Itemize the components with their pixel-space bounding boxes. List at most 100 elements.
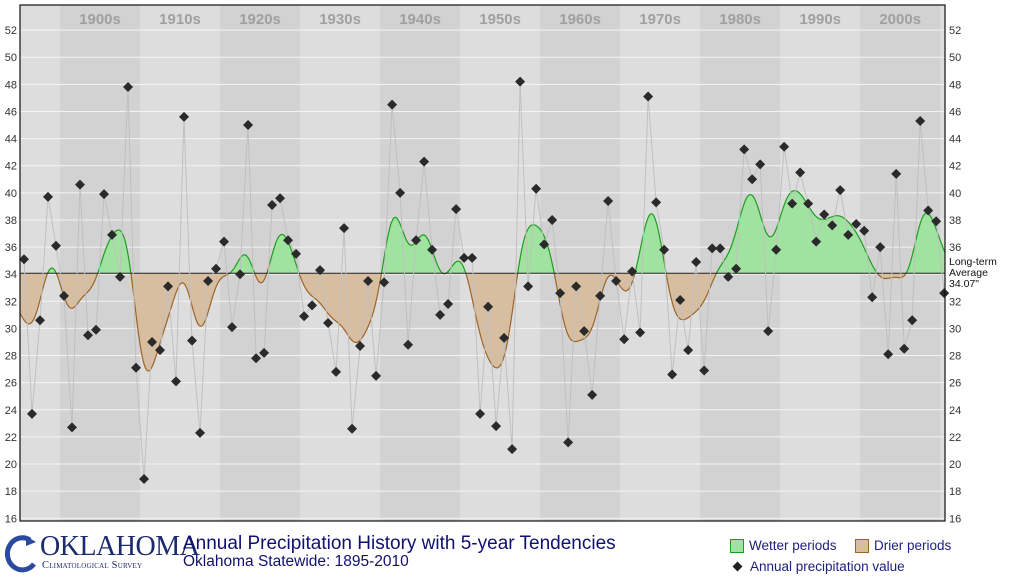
data-point-1911: [147, 336, 158, 347]
data-point-1929: [291, 248, 302, 259]
y-tick-label-right: 32: [949, 296, 961, 308]
data-point-1944: [411, 235, 422, 246]
data-point-1913: [163, 281, 174, 292]
data-point-1947: [435, 309, 446, 320]
data-point-1930: [299, 311, 310, 322]
data-point-1942: [395, 187, 406, 198]
data-point-1946: [427, 244, 438, 255]
data-point-1983: [723, 271, 734, 282]
data-point-1996: [827, 220, 838, 231]
data-point-1936: [347, 423, 358, 434]
average-label: Long-term: [949, 256, 997, 268]
data-point-1924: [251, 353, 262, 364]
data-point-1905: [99, 189, 110, 200]
y-tick-label-left: 18: [5, 486, 17, 498]
y-tick-label-left: 32: [5, 296, 17, 308]
data-point-1975: [659, 244, 670, 255]
data-point-1987: [755, 159, 766, 170]
y-tick-label-left: 28: [5, 351, 17, 363]
data-point-1960: [539, 239, 550, 250]
data-point-1940: [379, 277, 390, 288]
y-tick-label-left: 16: [5, 513, 17, 525]
data-point-1971: [627, 266, 638, 277]
y-tick-label-left: 34: [5, 269, 17, 281]
data-point-2007: [915, 115, 926, 126]
data-point-1973: [643, 91, 654, 102]
data-point-1997: [835, 185, 846, 196]
data-point-1900: [59, 290, 70, 301]
data-point-1917: [195, 427, 206, 438]
data-point-1968: [603, 195, 614, 206]
data-point-1918: [203, 275, 214, 286]
data-point-1961: [547, 214, 558, 225]
precipitation-chart: 1900s 1910s 1920s 1930s 1940s 1950s 1960s 1970s…: [5, 4, 997, 525]
data-point-1952: [475, 408, 486, 419]
y-tick-label-right: 48: [949, 79, 961, 91]
data-point-1955: [499, 332, 510, 343]
data-point-2005: [899, 343, 910, 354]
data-point-2009: [931, 216, 942, 227]
annual-connector-line: [23, 81, 945, 480]
legend-drier-label: Drier periods: [874, 538, 952, 553]
legend-wetter-label: Wetter periods: [749, 538, 837, 553]
logo-subtext: Climatological Survey: [42, 560, 143, 571]
y-tick-label-right: 30: [949, 323, 961, 335]
y-tick-label-right: 16: [949, 513, 961, 525]
data-point-1951: [467, 252, 478, 263]
data-point-1957: [515, 76, 526, 87]
decade-label: 1970s: [639, 11, 681, 28]
data-point-1941: [387, 99, 398, 110]
plot-border: [19, 4, 946, 522]
y-tick-label-right: 24: [949, 405, 961, 417]
data-point-1914: [171, 376, 182, 387]
data-point-1969: [611, 275, 622, 286]
data-point-1902: [75, 179, 86, 190]
data-point-1916: [187, 335, 198, 346]
ocs-logo: OKLAHOMA Climatological Survey: [2, 531, 200, 576]
data-point-1898: [43, 191, 54, 202]
y-tick-label-left: 36: [5, 242, 17, 254]
y-tick-label-left: 50: [5, 52, 17, 64]
data-point-1976: [667, 369, 678, 380]
decade-label: 1900s: [79, 11, 121, 28]
data-point-1937: [355, 341, 366, 352]
data-point-1909: [131, 362, 142, 373]
data-point-1965: [579, 326, 590, 337]
data-point-1954: [491, 421, 502, 432]
data-point-1927: [275, 193, 286, 204]
footer: OKLAHOMA Climatological Survey Annual Pr…: [0, 530, 1010, 578]
legend-drier: Drier periods: [855, 538, 951, 553]
data-point-1948: [443, 299, 454, 310]
data-point-1895: [19, 254, 30, 265]
data-point-1998: [843, 229, 854, 240]
y-tick-label-right: 38: [949, 215, 961, 227]
data-point-2008: [923, 205, 934, 216]
drier-tendency-line: [20, 273, 907, 372]
decade-label: 1940s: [399, 11, 441, 28]
data-point-1974: [651, 197, 662, 208]
data-point-1919: [211, 263, 222, 274]
data-point-1970: [619, 334, 630, 345]
y-tick-label-right: 18: [949, 486, 961, 498]
y-tick-label-left: 24: [5, 405, 17, 417]
data-point-1938: [363, 275, 374, 286]
data-point-1984: [731, 263, 742, 274]
data-point-1899: [51, 240, 62, 251]
data-point-2006: [907, 315, 918, 326]
decade-band: [540, 5, 621, 521]
y-tick-label-left: 38: [5, 215, 17, 227]
y-tick-label-right: 40: [949, 188, 961, 200]
average-label: 34.07": [949, 278, 979, 290]
y-tick-label-left: 40: [5, 188, 17, 200]
data-point-1945: [419, 156, 430, 167]
data-point-1993: [803, 198, 814, 209]
decade-label: 1930s: [319, 11, 361, 28]
data-point-1964: [571, 281, 582, 292]
y-tick-label-right: 46: [949, 106, 961, 118]
data-point-1979: [691, 256, 702, 267]
data-point-1928: [283, 235, 294, 246]
data-point-1921: [227, 322, 238, 333]
y-tick-label-right: 20: [949, 459, 961, 471]
data-point-1904: [91, 324, 102, 335]
data-point-1920: [219, 236, 230, 247]
